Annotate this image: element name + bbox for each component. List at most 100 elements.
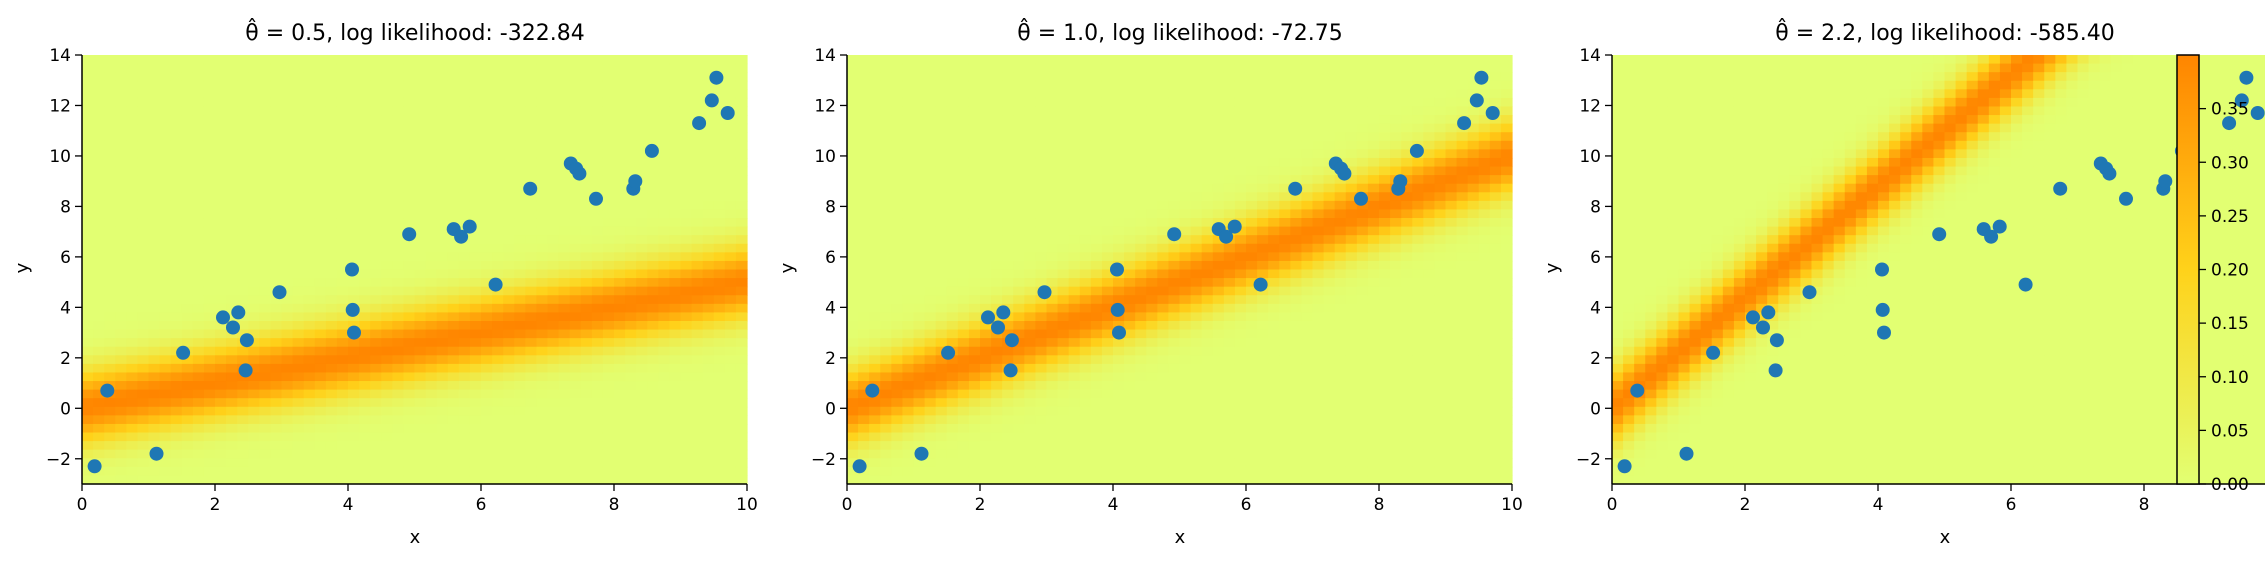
heatmap-cell (181, 295, 194, 305)
heatmap-cell (1190, 346, 1203, 356)
heatmap-cell (902, 372, 915, 382)
heatmap-cell (1090, 441, 1103, 451)
heatmap-cell (1223, 475, 1236, 485)
heatmap-cell (1057, 363, 1070, 374)
heatmap-cell (292, 80, 305, 90)
heatmap-cell (126, 192, 139, 202)
heatmap-cell (359, 372, 371, 382)
heatmap-cell (215, 355, 227, 365)
heatmap-cell (226, 55, 238, 65)
heatmap-cell (181, 449, 194, 459)
heatmap-cell (348, 55, 360, 65)
heatmap-cell (935, 278, 948, 288)
heatmap-cell (625, 243, 637, 253)
heatmap-cell (1068, 389, 1081, 399)
heatmap-cell (636, 252, 648, 262)
data-point (709, 70, 724, 85)
heatmap-cell (1135, 89, 1147, 99)
heatmap-cell (891, 55, 904, 65)
heatmap-cell (126, 209, 139, 219)
heatmap-cell (569, 355, 582, 365)
heatmap-cell (1179, 475, 1192, 485)
heatmap-cell (458, 166, 471, 176)
heatmap-cell (82, 106, 94, 116)
heatmap-cell (580, 149, 593, 159)
heatmap-cell (991, 209, 1003, 219)
heatmap-cell (547, 449, 560, 459)
heatmap-cell (602, 63, 615, 73)
heatmap-cell (148, 381, 161, 391)
heatmap-cell (536, 80, 549, 90)
heatmap-cell (425, 175, 438, 185)
heatmap-cell (1246, 226, 1258, 236)
heatmap-cell (1079, 355, 1092, 365)
heatmap-cell (492, 115, 504, 125)
heatmap-cell (1201, 381, 1214, 391)
heatmap-cell (1190, 140, 1203, 150)
heatmap-cell (1101, 235, 1114, 245)
heatmap-cell (1179, 320, 1192, 331)
heatmap-cell (980, 243, 992, 253)
heatmap-cell (425, 449, 438, 459)
heatmap-cell (414, 475, 427, 485)
heatmap-cell (215, 346, 227, 356)
heatmap-cell (869, 192, 881, 202)
heatmap-cell (1101, 132, 1114, 142)
heatmap-cell (1024, 286, 1037, 296)
heatmap-cell (1124, 295, 1136, 305)
heatmap-cell (1079, 175, 1092, 185)
heatmap-cell (447, 329, 460, 339)
data-point (644, 143, 659, 158)
heatmap-cell (292, 200, 305, 211)
heatmap-cell (614, 243, 626, 253)
heatmap-cell (713, 415, 726, 425)
heatmap-cell (1146, 226, 1158, 236)
heatmap-cell (558, 398, 571, 408)
heatmap-cell (1101, 363, 1114, 374)
heatmap-cell (580, 346, 593, 356)
heatmap-cell (691, 423, 704, 434)
heatmap-cell (226, 149, 238, 159)
heatmap-cell (1124, 157, 1136, 168)
heatmap-cell (625, 406, 637, 416)
heatmap-cell (968, 458, 981, 468)
heatmap-cell (1046, 157, 1059, 168)
heatmap-cell (591, 303, 604, 313)
heatmap-cell (913, 183, 926, 193)
heatmap-cell (1101, 458, 1114, 468)
heatmap-cell (902, 192, 915, 202)
heatmap-cell (1135, 72, 1147, 82)
heatmap-cell (1179, 415, 1192, 425)
heatmap-cell (1124, 80, 1136, 90)
heatmap-cell (226, 97, 238, 108)
heatmap-cell (414, 55, 427, 65)
heatmap-cell (1035, 389, 1048, 399)
heatmap-cell (735, 97, 748, 108)
heatmap-cell (1046, 329, 1059, 339)
heatmap-cell (270, 72, 283, 82)
heatmap-cell (558, 423, 571, 434)
heatmap-cell (115, 269, 127, 279)
heatmap-cell (713, 235, 726, 245)
heatmap-cell (403, 389, 416, 399)
heatmap-cell (1057, 398, 1070, 408)
heatmap-cell (735, 278, 748, 288)
heatmap-cell (1124, 243, 1136, 253)
heatmap-cell (93, 149, 105, 159)
heatmap-cell (414, 260, 427, 271)
heatmap-cell (1157, 303, 1170, 313)
heatmap-cell (348, 398, 360, 408)
heatmap-cell (436, 338, 449, 348)
heatmap-cell (436, 278, 449, 288)
heatmap-cell (82, 363, 94, 374)
heatmap-cell (991, 166, 1003, 176)
heatmap-cell (680, 80, 693, 90)
heatmap-cell (215, 475, 227, 485)
heatmap-cell (403, 449, 416, 459)
heatmap-cell (1246, 338, 1258, 348)
heatmap-cell (514, 372, 526, 382)
heatmap-cell (336, 286, 349, 296)
data-point (523, 181, 538, 196)
heatmap-cell (436, 398, 449, 408)
heatmap-cell (82, 312, 94, 322)
